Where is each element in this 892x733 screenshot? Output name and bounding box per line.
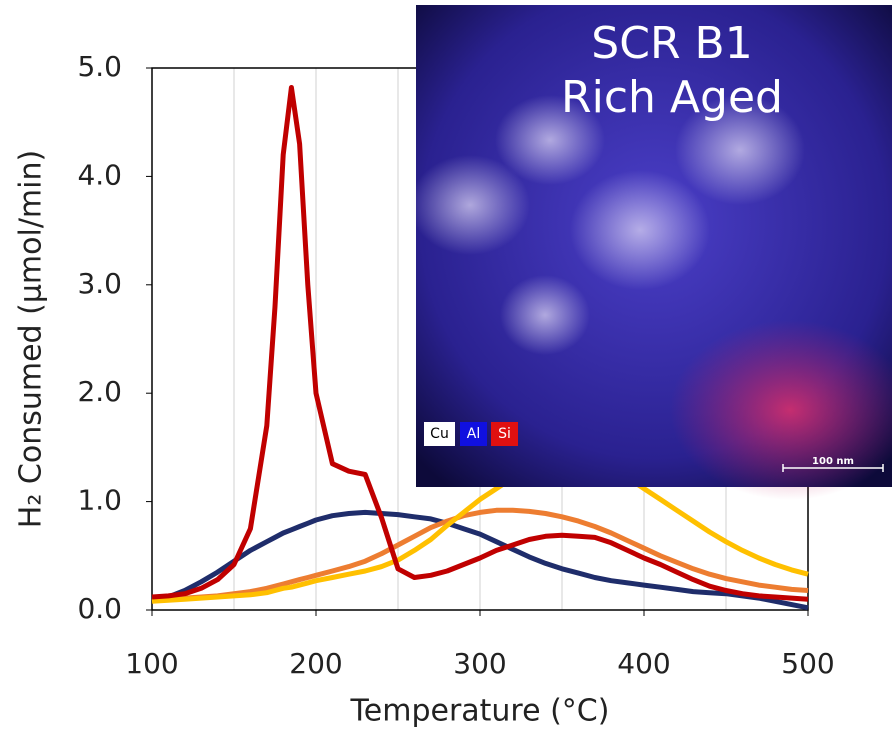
x-tick-label: 500 bbox=[781, 647, 834, 680]
x-tick-label: 200 bbox=[289, 647, 342, 680]
legend-label: Si bbox=[498, 426, 511, 442]
inset-title: Rich Aged bbox=[561, 72, 783, 123]
y-axis-title: H₂ Consumed (µmol/min) bbox=[14, 150, 49, 528]
inset-image: SCR B1 Rich Aged Cu Al Si 100 nm bbox=[410, 5, 892, 500]
blob bbox=[495, 95, 605, 185]
legend-box bbox=[424, 422, 455, 446]
y-tick-label: 4.0 bbox=[77, 158, 122, 191]
blob bbox=[675, 95, 805, 205]
y-tick-label: 2.0 bbox=[77, 375, 122, 408]
blob bbox=[410, 155, 530, 255]
data-line bbox=[151, 85, 809, 602]
x-tick-label: 400 bbox=[617, 647, 670, 680]
y-tick-label: 0.0 bbox=[77, 592, 122, 625]
legend-box bbox=[460, 422, 487, 446]
legend-label: Cu bbox=[430, 426, 449, 442]
blob bbox=[570, 170, 710, 290]
blob bbox=[670, 320, 892, 500]
y-tick-label: 1.0 bbox=[77, 484, 122, 517]
y-tick-label: 5.0 bbox=[77, 50, 122, 83]
legend-label: Al bbox=[467, 426, 480, 442]
x-tick-label: 100 bbox=[125, 647, 178, 680]
data-line bbox=[151, 509, 809, 611]
blob bbox=[500, 275, 590, 355]
scale-bar-label: 100 nm bbox=[812, 456, 854, 467]
x-tick-label: 300 bbox=[453, 647, 506, 680]
scale-bar bbox=[782, 464, 884, 472]
y-tick-label: 3.0 bbox=[77, 267, 122, 300]
x-axis-title: Temperature (°C) bbox=[350, 694, 610, 729]
data-line bbox=[151, 457, 809, 604]
legend-box bbox=[491, 422, 518, 446]
inset-title: SCR B1 bbox=[591, 18, 752, 69]
